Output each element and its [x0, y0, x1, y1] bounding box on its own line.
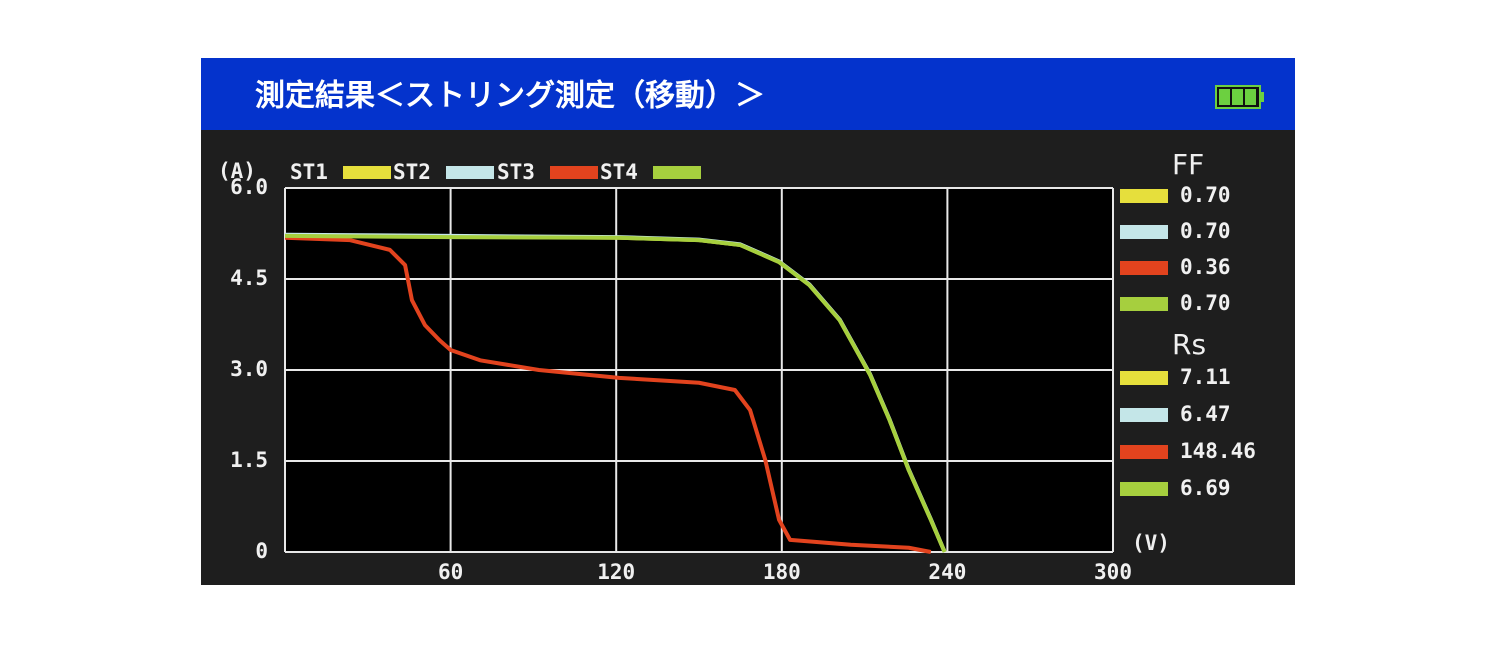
x-tick-label: 120 — [597, 560, 635, 584]
y-tick-label: 1.5 — [230, 448, 268, 472]
ff-swatch — [1120, 189, 1168, 203]
x-tick-label: 240 — [928, 560, 966, 584]
ff-swatch — [1120, 261, 1168, 275]
battery-icon — [1215, 85, 1264, 109]
x-tick-label: 300 — [1094, 560, 1132, 584]
legend-label: ST2 — [393, 160, 431, 184]
y-tick-label: 6.0 — [230, 175, 268, 199]
rs-swatch — [1120, 445, 1168, 459]
series-line — [284, 235, 932, 554]
ff-value: 0.70 — [1180, 183, 1231, 207]
legend-swatch — [343, 166, 391, 179]
ff-swatch — [1120, 225, 1168, 239]
y-tick-label: 0 — [255, 539, 268, 563]
ff-value: 0.36 — [1180, 255, 1231, 279]
y-tick-label: 3.0 — [230, 357, 268, 381]
ff-value: 0.70 — [1180, 291, 1231, 315]
series-line — [284, 233, 947, 553]
rs-value: 7.11 — [1180, 365, 1231, 389]
legend-swatch — [653, 166, 701, 179]
legend-label: ST3 — [497, 160, 535, 184]
rs-swatch — [1120, 482, 1168, 496]
rs-swatch — [1120, 371, 1168, 385]
rs-value: 6.47 — [1180, 402, 1231, 426]
legend-swatch — [446, 166, 494, 179]
rs-value: 148.46 — [1180, 439, 1256, 463]
rs-label: Rs — [1172, 328, 1206, 361]
legend-label: ST1 — [290, 160, 328, 184]
y-tick-label: 4.5 — [230, 266, 268, 290]
y-axis-label: (A) — [218, 159, 256, 183]
ff-label: FF — [1172, 148, 1204, 181]
ff-swatch — [1120, 297, 1168, 311]
rs-value: 6.69 — [1180, 476, 1231, 500]
x-axis-label: (V) — [1132, 531, 1170, 555]
x-tick-label: 180 — [763, 560, 801, 584]
header-title: 測定結果＜ストリング測定（移動）＞ — [255, 79, 765, 114]
header-bar — [201, 58, 1295, 130]
ff-value: 0.70 — [1180, 219, 1231, 243]
legend-swatch — [550, 166, 598, 179]
legend-label: ST4 — [600, 160, 638, 184]
x-tick-label: 60 — [438, 560, 463, 584]
rs-swatch — [1120, 408, 1168, 422]
